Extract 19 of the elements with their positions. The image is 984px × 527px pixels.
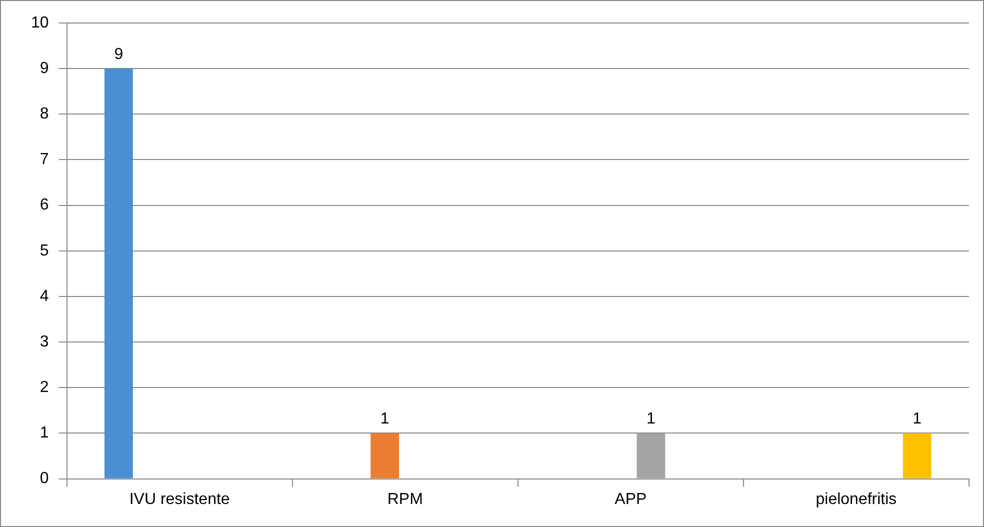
y-tick-label: 7 (40, 151, 49, 168)
data-label: 1 (646, 410, 656, 428)
x-tick-label: pielonefritis (816, 490, 897, 508)
x-tick-label: APP (614, 490, 647, 508)
y-tick-label: 5 (40, 242, 49, 260)
y-tick-label: 6 (40, 196, 49, 214)
y-tick-label: 4 (40, 288, 49, 305)
y-tick-label: 0 (40, 470, 49, 488)
x-tick-label: IVU resistente (129, 490, 230, 508)
data-label: 9 (114, 46, 124, 63)
data-label: 1 (912, 410, 922, 428)
y-tick-label: 9 (40, 60, 49, 77)
x-tick-label: RPM (387, 490, 423, 508)
y-tick-label: 3 (40, 333, 49, 350)
data-label: 1 (380, 410, 390, 428)
y-tick-label: 10 (31, 14, 49, 32)
y-tick-label: 2 (40, 379, 49, 396)
y-tick-label: 1 (40, 424, 49, 442)
y-tick-label: 8 (40, 106, 49, 123)
